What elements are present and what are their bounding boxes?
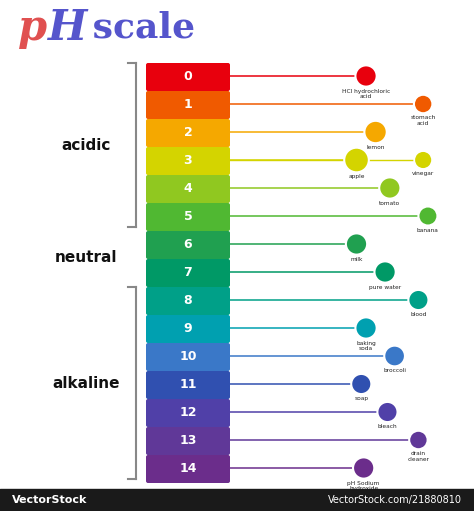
Text: VectorStock: VectorStock xyxy=(12,495,87,505)
Circle shape xyxy=(351,374,371,394)
FancyBboxPatch shape xyxy=(146,147,230,175)
Text: tomato: tomato xyxy=(379,201,401,205)
Text: VectorStock.com/21880810: VectorStock.com/21880810 xyxy=(328,495,462,505)
FancyBboxPatch shape xyxy=(146,427,230,455)
Text: broccoli: broccoli xyxy=(383,368,406,374)
Circle shape xyxy=(414,95,432,113)
Text: 9: 9 xyxy=(184,321,192,335)
FancyBboxPatch shape xyxy=(146,63,230,91)
Circle shape xyxy=(346,234,367,254)
Text: bleach: bleach xyxy=(378,424,397,429)
Circle shape xyxy=(408,290,428,310)
Circle shape xyxy=(365,121,387,143)
Text: drain
cleaner: drain cleaner xyxy=(407,451,429,462)
Circle shape xyxy=(356,317,377,339)
Circle shape xyxy=(344,148,369,172)
Text: blood: blood xyxy=(410,312,427,317)
Text: 13: 13 xyxy=(179,433,197,447)
Text: milk: milk xyxy=(350,257,363,262)
Text: scale: scale xyxy=(80,11,195,45)
FancyBboxPatch shape xyxy=(146,259,230,287)
FancyBboxPatch shape xyxy=(146,399,230,427)
Circle shape xyxy=(414,151,432,169)
FancyBboxPatch shape xyxy=(146,175,230,203)
Text: vinegar: vinegar xyxy=(412,171,434,176)
Text: 8: 8 xyxy=(184,293,192,307)
Text: 2: 2 xyxy=(183,126,192,138)
FancyBboxPatch shape xyxy=(146,203,230,231)
Circle shape xyxy=(356,65,377,87)
Text: 0: 0 xyxy=(183,69,192,82)
Text: lemon: lemon xyxy=(366,145,385,150)
Text: H: H xyxy=(48,7,87,49)
Text: pure water: pure water xyxy=(369,285,401,290)
Text: 7: 7 xyxy=(183,266,192,278)
Text: 12: 12 xyxy=(179,406,197,419)
FancyBboxPatch shape xyxy=(146,287,230,315)
FancyBboxPatch shape xyxy=(146,91,230,119)
Text: 1: 1 xyxy=(183,98,192,110)
Text: alkaline: alkaline xyxy=(52,376,120,390)
Text: HCl hydrochloric
acid: HCl hydrochloric acid xyxy=(342,88,390,100)
FancyBboxPatch shape xyxy=(146,315,230,343)
Circle shape xyxy=(353,457,374,479)
Circle shape xyxy=(409,431,428,449)
Circle shape xyxy=(374,261,396,283)
Text: 3: 3 xyxy=(184,153,192,167)
Circle shape xyxy=(384,345,405,366)
Text: 5: 5 xyxy=(183,210,192,222)
Text: 11: 11 xyxy=(179,378,197,390)
Text: pH Sodium
hydroxide: pH Sodium hydroxide xyxy=(347,481,380,492)
Text: apple: apple xyxy=(348,174,365,179)
FancyBboxPatch shape xyxy=(146,371,230,399)
Circle shape xyxy=(419,206,438,225)
Text: acidic: acidic xyxy=(61,137,111,152)
Text: p: p xyxy=(18,7,47,49)
Text: banana: banana xyxy=(417,227,439,233)
Text: 14: 14 xyxy=(179,461,197,475)
FancyBboxPatch shape xyxy=(146,119,230,147)
Text: 10: 10 xyxy=(179,350,197,362)
Text: baking
soda: baking soda xyxy=(356,341,376,352)
Circle shape xyxy=(379,177,401,199)
Circle shape xyxy=(377,402,398,422)
Text: 6: 6 xyxy=(184,238,192,250)
Text: soap: soap xyxy=(354,396,368,401)
FancyBboxPatch shape xyxy=(146,343,230,371)
Text: 4: 4 xyxy=(183,181,192,195)
Text: neutral: neutral xyxy=(55,249,117,265)
FancyBboxPatch shape xyxy=(146,455,230,483)
FancyBboxPatch shape xyxy=(146,231,230,259)
Text: stomach
acid: stomach acid xyxy=(410,115,436,126)
